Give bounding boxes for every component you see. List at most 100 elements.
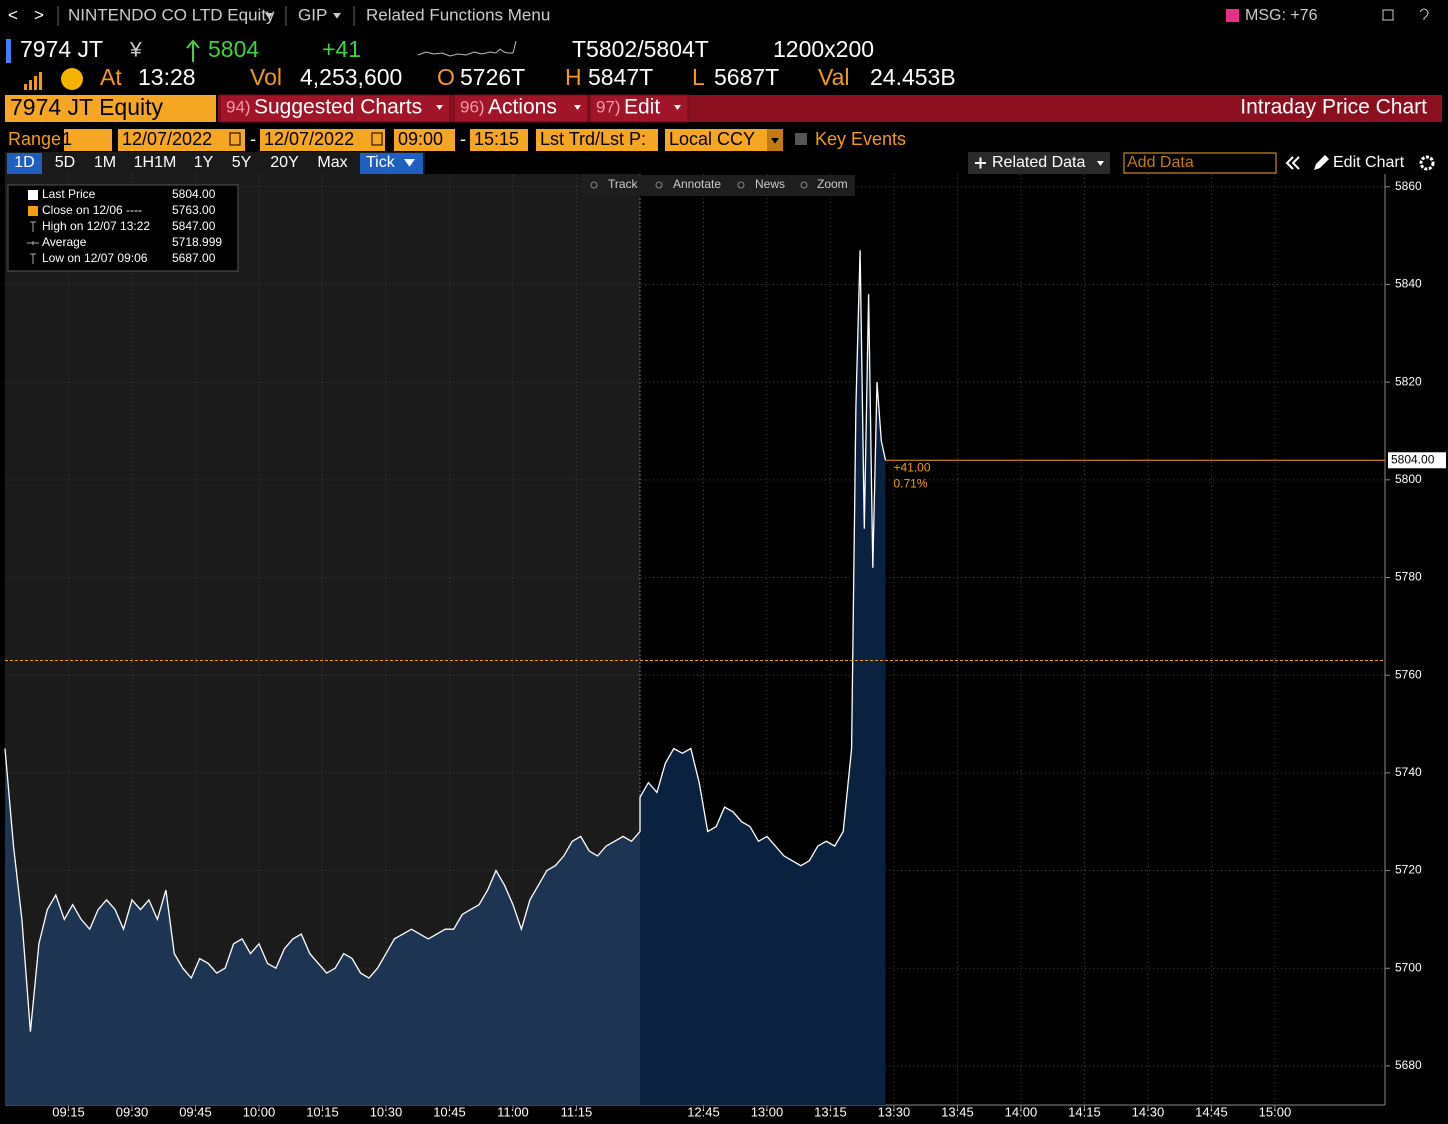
currency: ¥ <box>129 39 142 62</box>
calendar-icon <box>371 132 383 146</box>
security-field[interactable]: 7974 JT Equity <box>10 94 164 120</box>
menu-number[interactable]: 96) <box>460 97 485 116</box>
period-button[interactable]: 1M <box>94 154 116 171</box>
price-line <box>4 250 887 1032</box>
dropdown-arrow <box>771 138 779 144</box>
help-icons <box>1382 8 1429 21</box>
menu-number[interactable]: 94) <box>226 97 251 116</box>
dropdown-arrow <box>333 13 341 19</box>
range-input[interactable]: 1 <box>62 129 72 149</box>
x-tick-label: 14:45 <box>1195 1104 1228 1119</box>
tool-bar <box>582 175 855 196</box>
period-bar <box>5 152 425 174</box>
x-tick-label: 13:45 <box>941 1104 974 1119</box>
up-arrow <box>186 39 200 62</box>
separator: - <box>460 129 466 149</box>
y-tick-label: 5720 <box>1395 863 1422 877</box>
key-events[interactable]: Key Events <box>815 129 906 149</box>
period-button[interactable]: 5D <box>55 154 75 171</box>
plus-icon <box>975 157 986 169</box>
period-button[interactable]: 20Y <box>270 154 299 171</box>
legend-label: Average <box>42 235 87 249</box>
tool-button[interactable]: Zoom <box>817 177 848 191</box>
legend-value: 5847.00 <box>172 219 216 233</box>
sparkline <box>417 40 517 57</box>
change-pct-label: 0.71% <box>893 476 927 490</box>
back-button[interactable]: < <box>8 5 18 24</box>
menu-button <box>453 94 589 123</box>
currency-select[interactable]: Local CCY <box>669 129 755 149</box>
x-tick-label: 12:45 <box>687 1104 720 1119</box>
add-data-input[interactable]: Add Data <box>1127 154 1194 171</box>
x-tick-label: 14:00 <box>1005 1104 1038 1119</box>
change-label: +41.00 <box>893 460 930 474</box>
x-tick-label: 11:00 <box>497 1104 529 1119</box>
y-tick-label: 5740 <box>1395 765 1422 779</box>
legend-swatch <box>27 241 39 245</box>
related-menu[interactable]: Related Functions Menu <box>366 5 550 24</box>
x-tick-label: 13:00 <box>751 1104 784 1119</box>
menu-label[interactable]: Actions <box>488 96 557 119</box>
period-button[interactable]: Tick <box>366 154 396 171</box>
period-button[interactable]: Max <box>317 154 347 171</box>
related-data[interactable]: Related Data <box>992 154 1085 171</box>
input-box <box>64 129 112 151</box>
x-tick-label: 09:15 <box>52 1104 85 1119</box>
legend-value: 5718.999 <box>172 235 222 249</box>
x-tick-label: 13:15 <box>814 1104 847 1119</box>
settings-icon <box>1419 155 1435 171</box>
ticker: 7974 JT <box>20 36 103 62</box>
net-change: +41 <box>322 36 361 62</box>
dropdown-arrow <box>674 105 681 110</box>
last-price-tag <box>1388 452 1446 469</box>
price-type[interactable]: Lst Trd/Lst P: <box>540 129 646 149</box>
period-button[interactable]: 1Y <box>194 154 214 171</box>
y-tick-label: 5840 <box>1395 277 1422 291</box>
forward-button[interactable]: > <box>34 5 44 24</box>
dropdown-arrow <box>574 105 581 110</box>
price-area <box>5 250 886 1106</box>
dropdown-arrow <box>404 159 415 167</box>
volume: 4,253,600 <box>300 64 402 90</box>
checkbox[interactable] <box>795 133 807 145</box>
marker <box>6 39 11 63</box>
end-time[interactable]: 15:15 <box>474 129 519 149</box>
menu-label[interactable]: Edit <box>624 96 660 119</box>
start-time[interactable]: 09:00 <box>398 129 443 149</box>
nav-bar <box>0 0 1448 33</box>
gauge-icon <box>61 68 83 90</box>
bid-ask: T5802/5804T <box>572 36 709 62</box>
period-button[interactable]: 1D <box>14 154 34 171</box>
menu-label[interactable]: Suggested Charts <box>254 96 422 119</box>
dropdown-arrow <box>265 13 273 19</box>
messages[interactable]: MSG: +76 <box>1245 7 1318 24</box>
end-date[interactable]: 12/07/2022 <box>264 129 354 149</box>
tool-button[interactable]: News <box>755 177 785 191</box>
x-tick-label: 14:15 <box>1068 1104 1101 1119</box>
start-date[interactable]: 12/07/2022 <box>122 129 212 149</box>
menu-button <box>219 94 451 123</box>
security-menu[interactable]: NINTENDO CO LTD Equity <box>68 5 275 24</box>
tool-button[interactable]: Track <box>608 177 639 191</box>
input-box <box>470 129 528 151</box>
edit-chart[interactable]: Edit Chart <box>1333 154 1405 171</box>
open: 5726T <box>460 64 525 90</box>
menu-number[interactable]: 97) <box>596 97 621 116</box>
selected-period <box>360 153 423 174</box>
legend-value: 5763.00 <box>172 203 216 217</box>
security-box <box>5 95 216 122</box>
related-button <box>968 152 1110 174</box>
period-button[interactable]: 5Y <box>232 154 252 171</box>
tool-icon <box>737 181 745 189</box>
y-tick-label: 5760 <box>1395 667 1422 681</box>
gip-menu[interactable]: GIP <box>298 5 327 24</box>
input-box <box>536 129 658 151</box>
x-tick-label: 13:30 <box>878 1104 911 1119</box>
calendar-icon <box>229 132 241 146</box>
page-title: Intraday Price Chart <box>1240 96 1427 119</box>
tool-button[interactable]: Annotate <box>673 177 721 191</box>
period-button[interactable]: 1H1M <box>134 154 177 171</box>
low-label: L <box>692 64 705 90</box>
